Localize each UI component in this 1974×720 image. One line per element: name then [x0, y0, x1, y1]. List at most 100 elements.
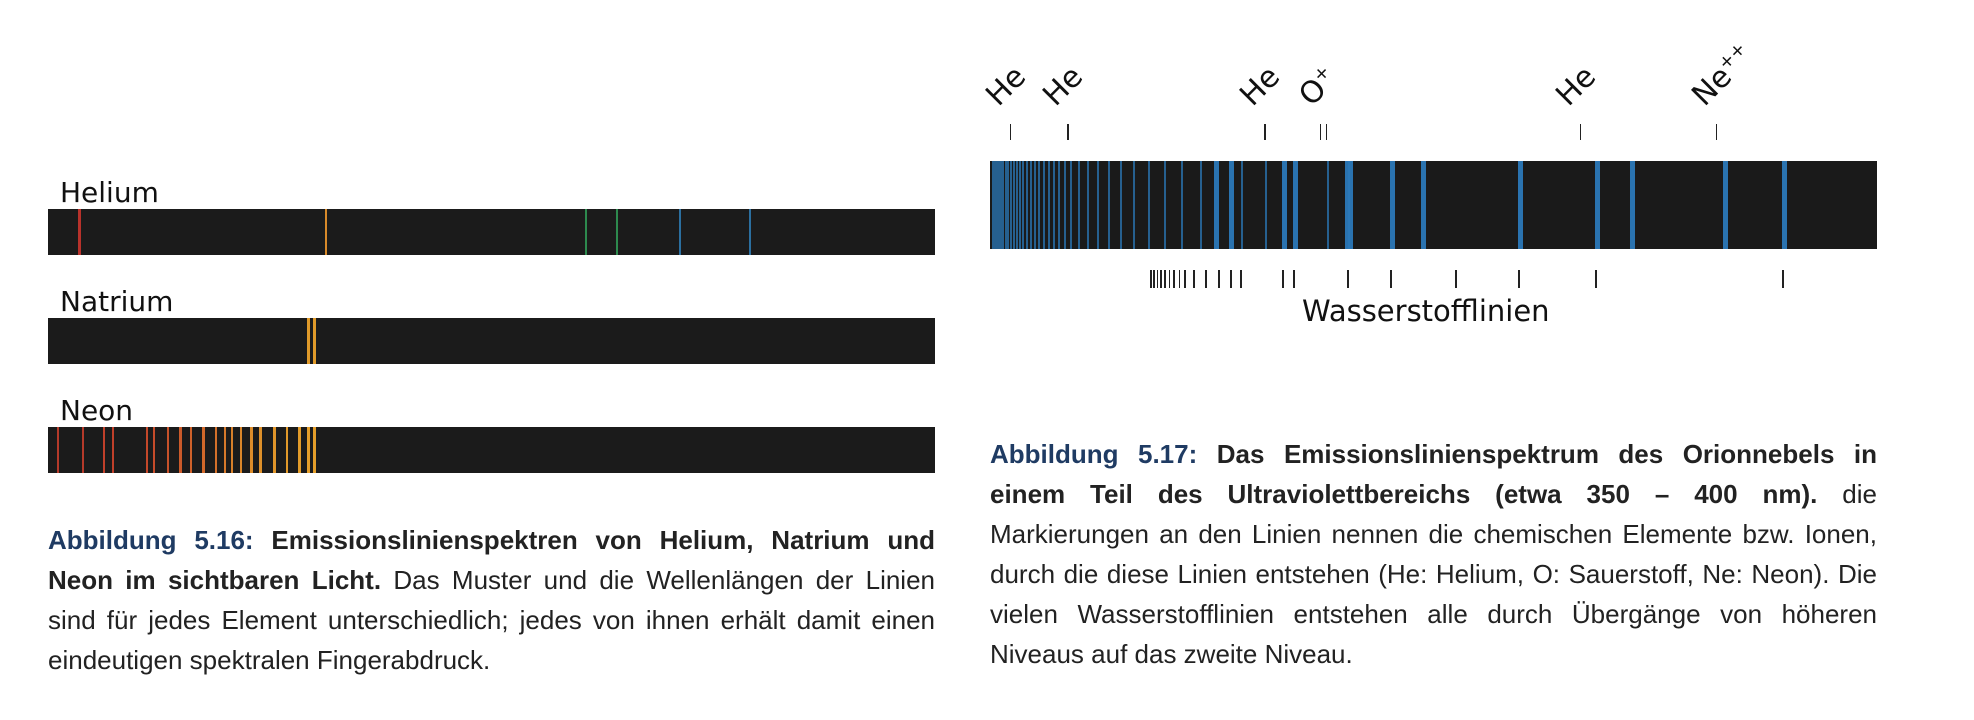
orion-emission-line [1012, 161, 1015, 249]
element-label: He [1036, 59, 1091, 113]
orion-emission-line [1390, 161, 1395, 249]
caption-5-16-title: Emissionslinienspektren von Helium, Natr… [48, 525, 935, 595]
element-label: He [1233, 59, 1288, 113]
orion-emission-line [1782, 161, 1787, 249]
hydrogen-line-tick [1240, 270, 1242, 288]
neon-emission-line [259, 427, 262, 473]
hydrogen-line-tick [1150, 270, 1152, 288]
caption-5-17: Abbildung 5.17: Das Emissionslinienspekt… [990, 434, 1877, 674]
helium-spectrum [48, 209, 935, 255]
orion-emission-line [1097, 161, 1099, 249]
orion-emission-line [1025, 161, 1028, 249]
neon-emission-line [273, 427, 276, 473]
orion-emission-line [1038, 161, 1041, 249]
hydrogen-line-tick [1390, 270, 1392, 288]
hydrogen-line-tick [1164, 270, 1166, 288]
neon-emission-line [214, 427, 218, 473]
orion-emission-line [1518, 161, 1523, 249]
orion-emission-line [995, 161, 998, 249]
neon-spectrum [48, 427, 935, 473]
hydrogen-line-tick [1282, 270, 1284, 288]
element-line-tick [1319, 124, 1322, 140]
hydrogen-line-tick [1160, 270, 1162, 288]
caption-5-16: Abbildung 5.16: Emissionslinienspektren … [48, 520, 935, 680]
neon-emission-line [111, 427, 115, 473]
hydrogen-line-tick [1153, 270, 1155, 288]
hydrogen-line-tick [1184, 270, 1186, 288]
orion-emission-line [1265, 161, 1267, 249]
neon-emission-line [179, 427, 182, 473]
caption-5-16-number: Abbildung 5.16: [48, 525, 254, 555]
helium-emission-line [678, 209, 682, 255]
orion-emission-line [1015, 161, 1018, 249]
orion-emission-line [1004, 161, 1007, 249]
orion-emission-line [1042, 161, 1045, 249]
element-line-tick [1009, 124, 1011, 140]
orion-emission-line [993, 161, 996, 249]
orion-spectrum [990, 161, 1877, 249]
element-line-tick [1715, 124, 1718, 140]
orion-emission-line [1018, 161, 1021, 249]
orion-emission-line [1070, 161, 1072, 249]
neon-label: Neon [60, 394, 134, 427]
caption-5-16-text: Das Muster und die Wellenlängen der Lini… [48, 565, 935, 675]
orion-emission-line [1630, 161, 1635, 249]
natrium-emission-line [313, 318, 316, 364]
neon-emission-line [202, 427, 205, 473]
helium-emission-line [615, 209, 619, 255]
neon-emission-line [298, 427, 301, 473]
orion-emission-line [1148, 161, 1150, 249]
orion-emission-line [1047, 161, 1050, 249]
orion-emission-line [992, 161, 994, 249]
hydrogen-line-tick [1156, 270, 1159, 288]
neon-emission-line [313, 427, 316, 473]
hydrogen-line-tick [1193, 270, 1195, 288]
orion-emission-line [1241, 161, 1243, 249]
neon-emission-line [223, 427, 227, 473]
element-line-tick [1067, 124, 1069, 140]
orion-emission-line [1595, 161, 1600, 249]
orion-emission-line [1120, 161, 1122, 249]
orion-emission-line [1348, 161, 1353, 249]
orion-emission-line [1058, 161, 1061, 249]
element-label: He [978, 59, 1033, 113]
orion-emission-line [1108, 161, 1110, 249]
orion-emission-line [1007, 161, 1010, 249]
neon-emission-line [81, 427, 85, 473]
orion-emission-line [1327, 161, 1329, 249]
hydrogen-line-tick [1595, 270, 1597, 288]
hydrogen-line-tick [1218, 270, 1220, 288]
orion-emission-line [1723, 161, 1728, 249]
neon-emission-line [189, 427, 193, 473]
helium-emission-line [324, 209, 328, 255]
neon-emission-line [145, 427, 149, 473]
neon-emission-line [230, 427, 234, 473]
orion-emission-line [1063, 161, 1066, 249]
orion-emission-line [1181, 161, 1183, 249]
orion-emission-line [1009, 161, 1012, 249]
element-line-tick [1264, 124, 1266, 140]
orion-emission-line [1164, 161, 1166, 249]
natrium-emission-line [307, 318, 310, 364]
orion-emission-line [1200, 161, 1202, 249]
neon-emission-line [239, 427, 243, 473]
hydrogen-line-tick [1173, 270, 1175, 288]
orion-emission-line [1421, 161, 1426, 249]
caption-5-17-number: Abbildung 5.17: [990, 439, 1198, 469]
orion-emission-line [1052, 161, 1055, 249]
neon-emission-line [285, 427, 289, 473]
orion-emission-line [1345, 161, 1350, 249]
orion-emission-line [1293, 161, 1298, 249]
hydrogen-line-tick [1455, 270, 1457, 288]
neon-emission-line [166, 427, 170, 473]
element-label: He [1549, 59, 1603, 113]
natrium-label: Natrium [60, 285, 174, 318]
neon-emission-line [250, 427, 253, 473]
natrium-spectrum [48, 318, 935, 364]
orion-emission-line [1002, 161, 1005, 249]
neon-emission-line [56, 427, 60, 473]
neon-emission-line [102, 427, 106, 473]
hydrogen-line-tick [1168, 270, 1171, 288]
orion-emission-line [1087, 161, 1089, 249]
hydrogen-line-tick [1293, 270, 1295, 288]
